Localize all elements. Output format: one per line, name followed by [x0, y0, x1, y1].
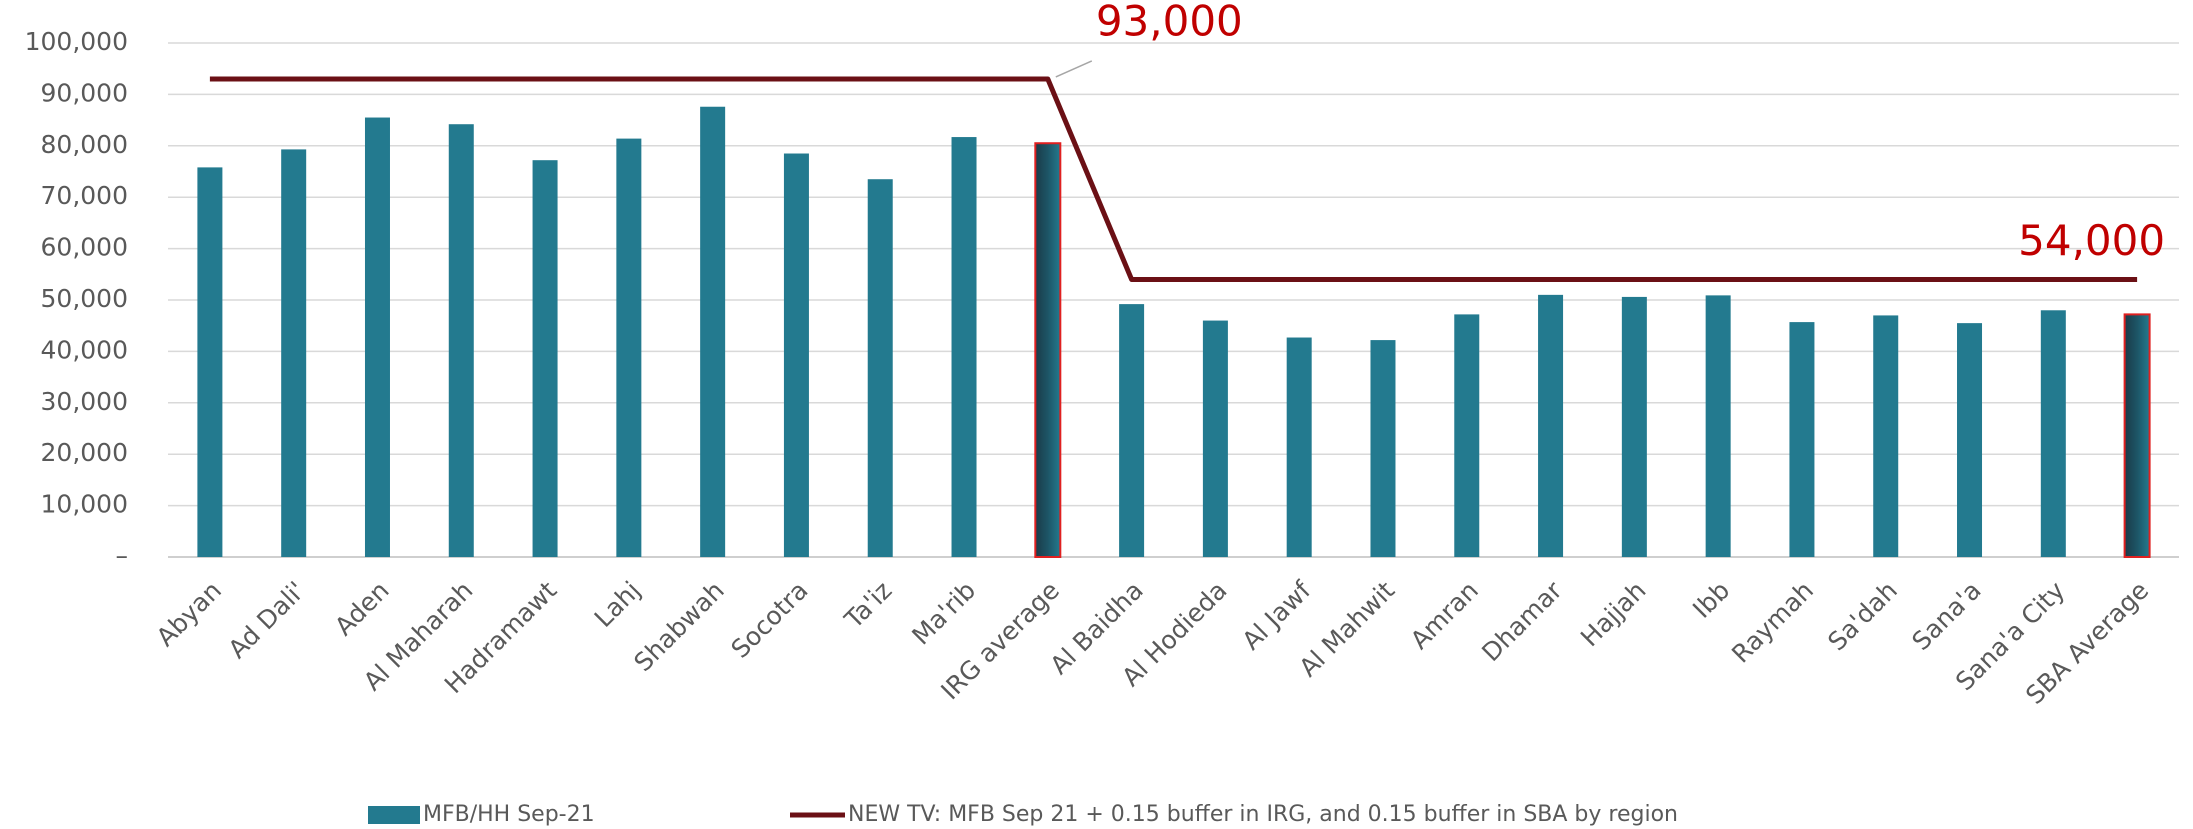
y-tick-label: 20,000 — [41, 438, 128, 467]
y-tick-label: 30,000 — [41, 387, 128, 416]
bar — [364, 117, 390, 557]
bar — [867, 179, 893, 557]
annotation: 54,000 — [2018, 216, 2165, 265]
bar — [1705, 295, 1731, 557]
x-tick-label: Lahj — [589, 576, 646, 633]
x-tick-label: Abyan — [151, 576, 227, 652]
bar — [1202, 320, 1228, 557]
legend-label: NEW TV: MFB Sep 21 + 0.15 buffer in IRG,… — [848, 802, 1678, 827]
bar — [2123, 313, 2151, 558]
x-tick-label: Aden — [329, 576, 395, 642]
bar — [532, 160, 558, 557]
bar — [783, 153, 809, 557]
y-tick-label: 80,000 — [41, 130, 128, 159]
bar — [1119, 304, 1145, 557]
x-tick-label: Amran — [1405, 576, 1484, 655]
bar — [1034, 142, 1062, 558]
bar — [2040, 310, 2066, 557]
x-tick-label: Hajjah — [1575, 576, 1652, 653]
bar — [1538, 294, 1564, 557]
y-tick-label: 10,000 — [41, 490, 128, 519]
bar — [1789, 322, 1815, 557]
y-tick-label: 70,000 — [41, 181, 128, 210]
x-tick-label: Socotra — [726, 576, 814, 664]
x-tick-label: Shabwah — [628, 576, 729, 677]
legend-label: MFB/HH Sep-21 — [423, 802, 595, 827]
line — [209, 76, 2138, 282]
y-tick-label: 60,000 — [41, 233, 128, 262]
x-tick-label: Ibb — [1687, 576, 1735, 624]
x-tick-label: Sa'dah — [1822, 576, 1903, 657]
bar — [1454, 314, 1480, 557]
x-tick-label: Ad Dali' — [223, 576, 311, 664]
bar — [1370, 340, 1396, 557]
bar — [281, 149, 307, 557]
bar — [197, 167, 223, 557]
bar — [1873, 315, 1899, 557]
y-tick-label: 50,000 — [41, 284, 128, 313]
x-tick-label: Sana'a — [1906, 576, 1986, 656]
y-tick-label: 90,000 — [41, 78, 128, 107]
bar — [951, 137, 977, 557]
bar — [1621, 296, 1647, 557]
legend-swatch — [368, 806, 420, 824]
x-tick-label: Ta'iz — [838, 576, 897, 635]
x-tick-label: Raymah — [1726, 576, 1819, 669]
leader-line — [1055, 60, 1093, 78]
bar — [700, 106, 726, 558]
bar — [448, 124, 474, 557]
y-tick-label: – — [116, 541, 129, 570]
x-tick-label: Ma'rib — [906, 576, 981, 651]
bar — [1957, 323, 1983, 557]
y-tick-label: 100,000 — [25, 27, 128, 56]
annotation: 93,000 — [1096, 0, 1243, 45]
bar — [1286, 337, 1312, 557]
y-tick-label: 40,000 — [41, 335, 128, 364]
bar — [616, 138, 642, 557]
x-tick-label: Al Jawf — [1237, 575, 1318, 656]
x-tick-label: Dhamar — [1476, 575, 1568, 667]
